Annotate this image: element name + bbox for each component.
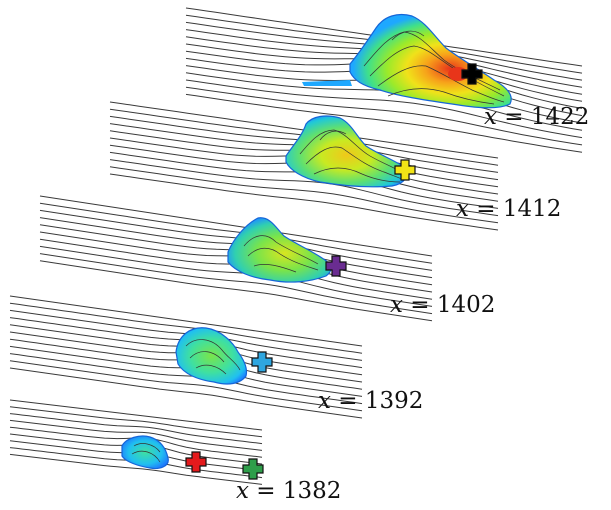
slice-value: 1412 bbox=[502, 196, 562, 222]
streamline bbox=[9, 302, 363, 354]
vortex-contour-patch bbox=[121, 435, 169, 470]
streamline bbox=[9, 453, 263, 485]
streamline bbox=[9, 367, 363, 419]
slice-x-1422 bbox=[185, 7, 583, 153]
variable-symbol: x bbox=[236, 478, 249, 504]
streamline bbox=[9, 360, 363, 412]
vortex-contour-patch bbox=[349, 13, 512, 109]
streamline bbox=[109, 166, 499, 224]
slice-x-1382 bbox=[9, 399, 263, 485]
contour-isolines bbox=[243, 235, 319, 273]
streamline bbox=[39, 253, 433, 315]
slice-value: 1382 bbox=[282, 478, 342, 504]
slice-label-1402: x = 1402 bbox=[390, 292, 496, 318]
variable-symbol: x bbox=[484, 104, 497, 130]
slice-value: 1402 bbox=[436, 292, 496, 318]
variable-symbol: x bbox=[390, 292, 403, 318]
slice-label-1382: x = 1382 bbox=[236, 478, 342, 504]
streamline bbox=[109, 173, 499, 231]
contour-isolines bbox=[131, 443, 161, 463]
slice-label-1412: x = 1412 bbox=[456, 196, 562, 222]
variable-symbol: x bbox=[318, 388, 331, 414]
vortex-tail bbox=[302, 80, 352, 86]
streamline bbox=[185, 86, 583, 146]
black-cross-marker bbox=[461, 63, 483, 85]
vortex-contour-patch bbox=[175, 327, 248, 385]
streamline bbox=[9, 353, 363, 405]
slice-x-1412 bbox=[109, 101, 499, 231]
yellow-cross-marker bbox=[394, 159, 416, 181]
streamline bbox=[9, 413, 263, 445]
green-cross-marker bbox=[242, 458, 264, 480]
slice-x-1392 bbox=[9, 295, 363, 419]
contour-isolines bbox=[185, 339, 241, 375]
streamline bbox=[9, 295, 363, 347]
streamline bbox=[39, 245, 433, 307]
markers-layer bbox=[185, 63, 483, 480]
slice-value: 1392 bbox=[364, 388, 424, 414]
slice-x-1402 bbox=[39, 195, 433, 322]
blue-cross-marker bbox=[251, 351, 273, 373]
streamline bbox=[9, 419, 263, 451]
streamline bbox=[185, 79, 583, 139]
slice-value: 1422 bbox=[530, 104, 590, 130]
streamline bbox=[109, 159, 499, 217]
red-cross-marker bbox=[185, 451, 207, 473]
slice-label-1392: x = 1392 bbox=[318, 388, 424, 414]
purple-cross-marker bbox=[325, 255, 347, 277]
streamline bbox=[39, 202, 433, 264]
slice-label-1422: x = 1422 bbox=[484, 104, 590, 130]
streamline bbox=[39, 195, 433, 257]
streamline bbox=[9, 399, 263, 431]
contour-isolines bbox=[299, 129, 405, 183]
streamline bbox=[39, 260, 433, 322]
streamline bbox=[9, 406, 263, 438]
variable-symbol: x bbox=[456, 196, 469, 222]
streamline bbox=[185, 93, 583, 153]
